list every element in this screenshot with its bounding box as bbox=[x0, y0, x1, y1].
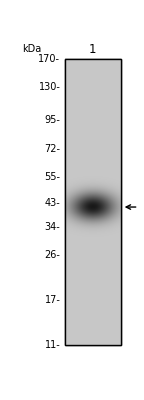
Text: 26-: 26- bbox=[44, 250, 60, 260]
Text: 34-: 34- bbox=[45, 222, 60, 232]
Text: 95-: 95- bbox=[44, 115, 60, 125]
Text: 55-: 55- bbox=[44, 172, 60, 182]
Text: 72-: 72- bbox=[44, 144, 60, 154]
Text: 11-: 11- bbox=[45, 340, 60, 350]
Text: kDa: kDa bbox=[22, 44, 41, 54]
Bar bbox=[65, 59, 121, 345]
Text: 43-: 43- bbox=[45, 198, 60, 208]
Text: 17-: 17- bbox=[44, 295, 60, 305]
Bar bbox=[65, 59, 121, 345]
Text: 130-: 130- bbox=[39, 82, 60, 92]
Text: 1: 1 bbox=[89, 43, 96, 56]
Text: 170-: 170- bbox=[38, 54, 60, 64]
